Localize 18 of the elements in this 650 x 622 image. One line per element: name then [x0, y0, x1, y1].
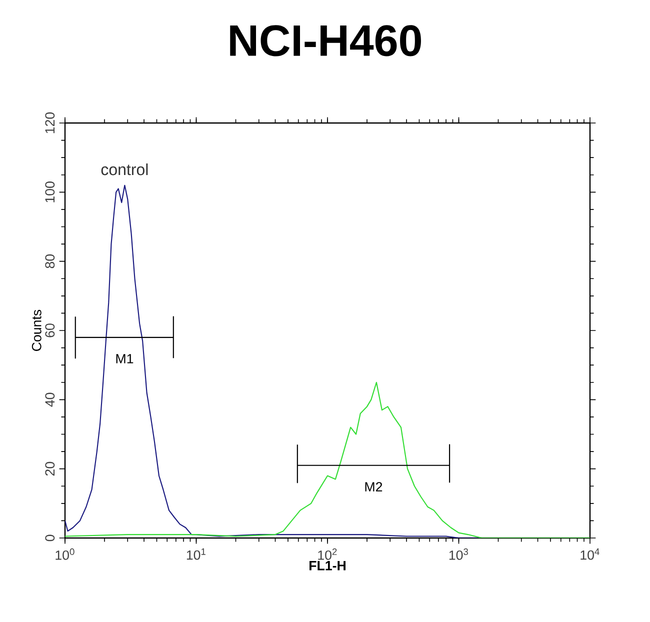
y-axis-title: Counts [32, 310, 42, 351]
x-tick-label: 10$^{0}$ [56, 548, 74, 560]
chart-title: NCI-H460 [230, 25, 421, 56]
series-label: control [101, 163, 148, 176]
annotation: M2 [365, 482, 382, 492]
x-axis-title: FL1-H [310, 561, 346, 570]
y-tick-label: 20 [45, 462, 55, 476]
y-tick-label: 60 [45, 324, 55, 338]
x-tick-label: 10$^{2}$ [318, 548, 337, 560]
y-tick-label: 0 [45, 534, 55, 542]
y-tick-label: 100 [45, 182, 55, 202]
y-tick-label: 120 [45, 112, 55, 134]
y-tick-label: 40 [45, 392, 55, 407]
x-tick-label: 10$^{4}$ [580, 548, 600, 560]
x-tick-label: 10$^{3}$ [449, 548, 468, 560]
x-tick-label: 10$^{1}$ [186, 548, 206, 560]
y-tick-label: 80 [45, 254, 55, 268]
annotation: M1 [116, 354, 134, 364]
